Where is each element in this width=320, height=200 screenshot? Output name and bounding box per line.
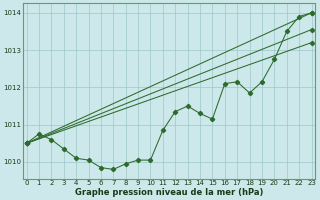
X-axis label: Graphe pression niveau de la mer (hPa): Graphe pression niveau de la mer (hPa) — [75, 188, 263, 197]
